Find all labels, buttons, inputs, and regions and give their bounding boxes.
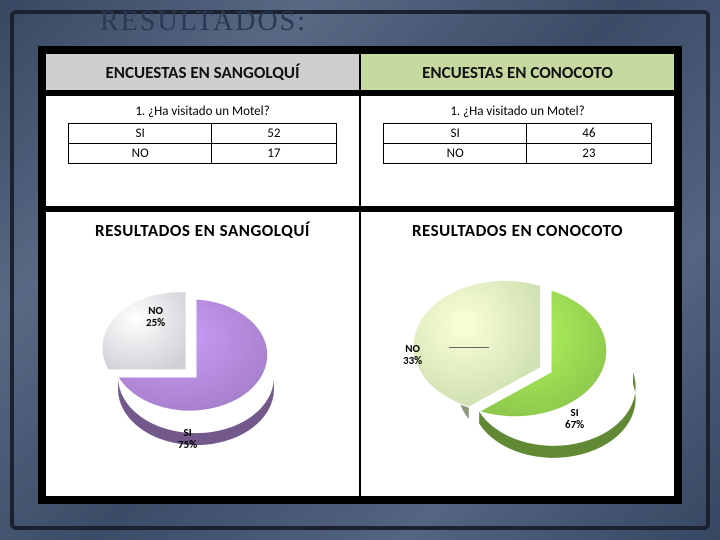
pie-data-label: NO25% (146, 305, 165, 329)
header-sangolqui: ENCUESTAS EN SANGOLQUÍ (46, 54, 359, 90)
pie-leader-line (449, 347, 489, 348)
table-row: NO 17 (69, 144, 336, 164)
cell-value: 52 (212, 124, 337, 144)
content-frame: ENCUESTAS EN SANGOLQUÍ ENCUESTAS EN CONO… (38, 46, 682, 504)
question-sangolqui: 1. ¿Ha visitado un Motel? (135, 104, 269, 119)
pie-slice (102, 292, 186, 370)
content-grid: ENCUESTAS EN SANGOLQUÍ ENCUESTAS EN CONO… (46, 54, 674, 496)
pie-chart (46, 247, 359, 496)
cell-label: SI (384, 124, 527, 144)
pie-wrap-conocoto: SI67% NO33% (361, 247, 674, 496)
table-sangolqui: 1. ¿Ha visitado un Motel? SI 52 NO 17 (46, 96, 359, 206)
cell-value: 23 (527, 144, 652, 164)
data-table-sangolqui: SI 52 NO 17 (68, 123, 336, 164)
pie-chart (361, 247, 674, 496)
chart-title-conocoto: RESULTADOS EN CONOCOTO (412, 220, 623, 241)
table-conocoto: 1. ¿Ha visitado un Motel? SI 46 NO 23 (361, 96, 674, 206)
cell-label: NO (384, 144, 527, 164)
cell-value: 17 (212, 144, 337, 164)
table-row: NO 23 (384, 144, 651, 164)
chart-conocoto: RESULTADOS EN CONOCOTO SI67% NO33% (361, 212, 674, 496)
header-conocoto-label: ENCUESTAS EN CONOCOTO (422, 62, 613, 83)
pie-data-label: SI67% (565, 407, 584, 431)
header-sangolqui-label: ENCUESTAS EN SANGOLQUÍ (105, 62, 299, 83)
cell-label: NO (69, 144, 212, 164)
slide-title: RESULTADOS: (0, 6, 720, 38)
pie-data-label: NO33% (403, 343, 422, 367)
header-conocoto: ENCUESTAS EN CONOCOTO (361, 54, 674, 90)
table-row: SI 46 (384, 124, 651, 144)
chart-title-sangolqui: RESULTADOS EN SANGOLQUÍ (95, 220, 310, 241)
data-table-conocoto: SI 46 NO 23 (383, 123, 651, 164)
cell-value: 46 (527, 124, 652, 144)
table-row: SI 52 (69, 124, 336, 144)
chart-sangolqui: RESULTADOS EN SANGOLQUÍ SI75% NO25% (46, 212, 359, 496)
pie-data-label: SI75% (178, 427, 197, 451)
cell-label: SI (69, 124, 212, 144)
pie-wrap-sangolqui: SI75% NO25% (46, 247, 359, 496)
question-conocoto: 1. ¿Ha visitado un Motel? (450, 104, 584, 119)
